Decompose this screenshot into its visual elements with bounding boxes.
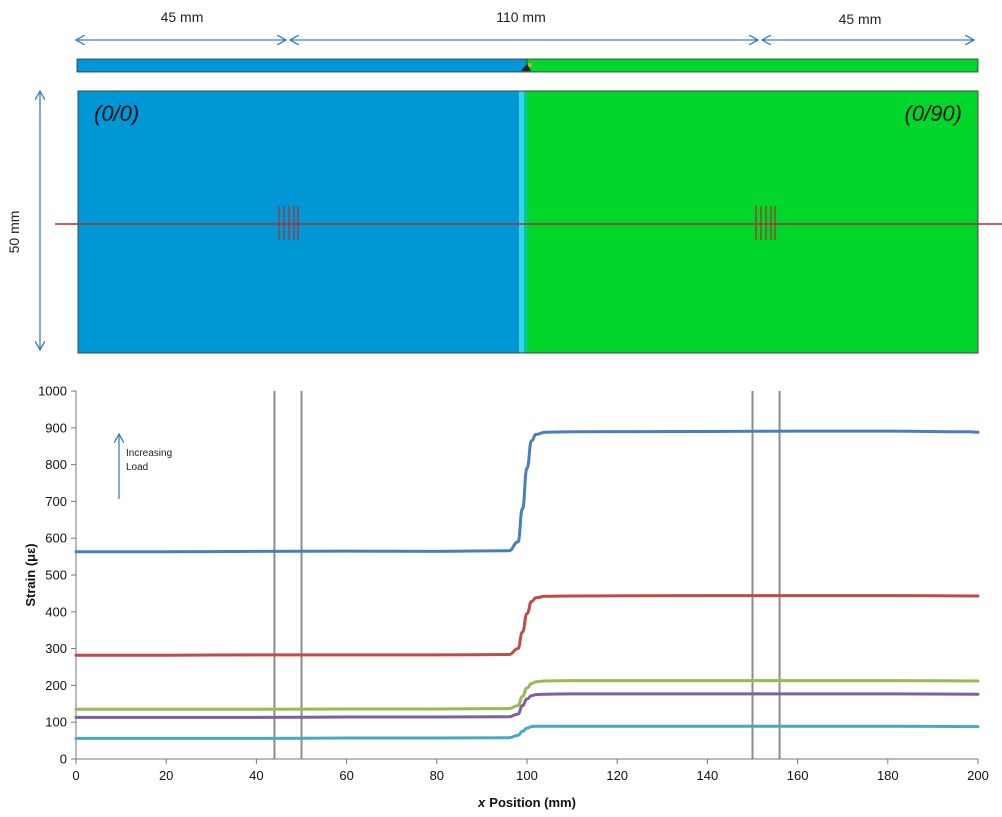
strain-chart: 0 100 200 300 400 500 600 700 800 900 1000 0 20 40 60…: [23, 384, 989, 811]
x-tick-label: 180: [877, 768, 899, 783]
plan-view-outline: [77, 90, 979, 354]
strain-series-line-5: [74, 724, 980, 740]
y-tick-label: 700: [45, 494, 67, 509]
x-tick-label: 200: [967, 768, 989, 783]
edge-view-right: [526, 58, 979, 73]
y-tick-label: 600: [45, 531, 67, 546]
strain-series-line-1: [74, 429, 980, 554]
y-tick-label: 500: [45, 568, 67, 583]
y-tick-label: 0: [60, 752, 67, 767]
strain-series-line-4: [74, 692, 980, 719]
dim-label-height: 50 mm: [6, 211, 22, 254]
dim-label-middle: 110 mm: [496, 9, 546, 25]
specimen-schematic: 45 mm 110 mm 45 mm (0/0) (0/90) 50 mm: [6, 9, 1002, 354]
gauge-marker-left: [278, 206, 299, 240]
x-axis-title-italic: x: [477, 795, 486, 810]
edge-view-joint-dot: [528, 63, 532, 67]
strain-series-line-3: [74, 679, 980, 711]
dim-label-left: 45 mm: [161, 9, 204, 25]
y-tick-label: 800: [45, 457, 67, 472]
chart-axes: [75, 391, 978, 760]
gauge-marker-right: [755, 206, 776, 240]
y-axis-title: Strain (με): [23, 543, 38, 606]
chart-vlines: [273, 391, 781, 759]
y-tick-label: 300: [45, 641, 67, 656]
plan-view-right-region: [527, 91, 978, 353]
x-tick-label: 140: [697, 768, 719, 783]
x-tick-label: 40: [249, 768, 263, 783]
layup-label-right: (0/90): [905, 101, 962, 126]
y-tick-label: 200: [45, 678, 67, 693]
dim-label-right: 45 mm: [839, 11, 882, 27]
plan-view-transition: [519, 91, 524, 353]
y-tick-label: 1000: [38, 384, 67, 399]
increasing-load-label-1: Increasing: [126, 448, 172, 459]
x-tick-label: 0: [72, 768, 79, 783]
x-ticks: 0 20 40 60 80 100 120 140 160 180 200: [72, 759, 989, 783]
y-tick-label: 100: [45, 715, 67, 730]
x-tick-label: 20: [159, 768, 173, 783]
layup-label-left: (0/0): [94, 101, 139, 126]
x-tick-label: 80: [430, 768, 444, 783]
plan-view-transition-2: [524, 91, 527, 353]
x-tick-label: 60: [339, 768, 353, 783]
x-tick-label: 100: [516, 768, 538, 783]
y-tick-label: 900: [45, 420, 67, 435]
series-layer: [74, 429, 980, 740]
increasing-load-label-2: Load: [126, 462, 148, 473]
y-ticks: 0 100 200 300 400 500 600 700 800 900 1000: [38, 384, 76, 767]
x-tick-label: 120: [606, 768, 628, 783]
edge-view-joint-marker: [521, 64, 531, 71]
edge-view-left: [76, 58, 528, 73]
y-tick-label: 400: [45, 604, 67, 619]
x-axis-title: x Position (mm): [477, 795, 576, 810]
x-tick-label: 160: [787, 768, 809, 783]
strain-series-line-2: [74, 594, 980, 657]
x-axis-title-text: Position (mm): [489, 795, 576, 810]
